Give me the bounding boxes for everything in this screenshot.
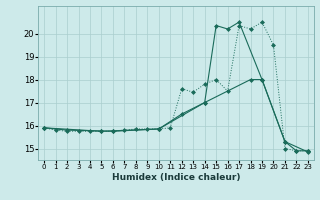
X-axis label: Humidex (Indice chaleur): Humidex (Indice chaleur) xyxy=(112,173,240,182)
